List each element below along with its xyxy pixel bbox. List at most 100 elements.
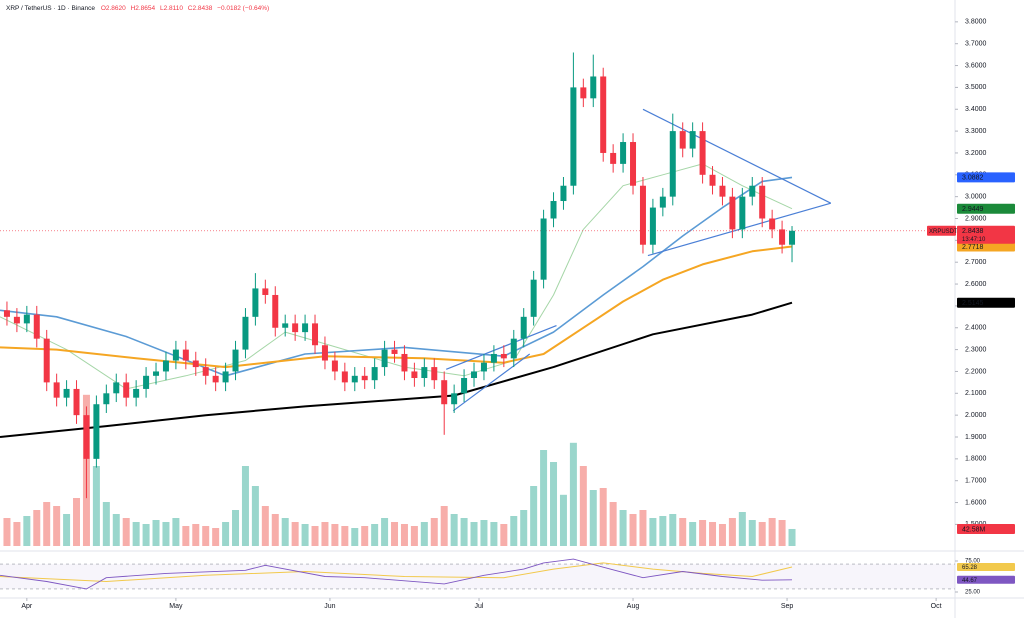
rsi-badge: 44.67 [962, 578, 978, 584]
volume-bar [460, 518, 468, 546]
y-tick-label: 2.6000 [965, 281, 987, 288]
candle-body [172, 349, 179, 361]
candle-body [93, 404, 100, 459]
rsi-badge-bg [957, 563, 1015, 572]
volume-bar [112, 514, 120, 546]
volume-bar [758, 522, 766, 546]
volume-bar [172, 518, 180, 546]
candle-body [242, 316, 249, 350]
candle-body [560, 185, 567, 202]
y-tick-label: 3.0000 [965, 193, 987, 200]
volume-bar [550, 462, 558, 546]
candle-body [739, 196, 746, 230]
volume-bar [579, 466, 587, 546]
volume-bar [92, 466, 100, 546]
x-tick-label: Apr [21, 603, 33, 610]
volume-bar [430, 518, 438, 546]
volume-bar [480, 520, 488, 546]
candle-body [23, 314, 30, 324]
volume-bar [152, 520, 160, 546]
volume-bar [251, 486, 259, 546]
candle-body [341, 371, 348, 383]
candle-body [679, 131, 686, 149]
candle-body [292, 323, 299, 333]
volume-bar [202, 526, 210, 546]
candle-body [222, 371, 229, 383]
candle-body [351, 375, 358, 383]
candle-body [153, 371, 160, 376]
y-tick-label: 2.3000 [965, 346, 987, 353]
candle-body [500, 353, 507, 359]
trend-line [452, 353, 531, 412]
y-tick-label: 1.6000 [965, 499, 987, 506]
volume-bar [609, 502, 617, 546]
rsi-tick-label: 75.00 [965, 559, 981, 565]
ma-value-badge-bg [957, 241, 1015, 252]
ma-value-badge: 2.7718 [962, 244, 984, 251]
price-badge-bg [957, 225, 1015, 244]
volume-bar [768, 518, 776, 546]
rsi-ma-line [0, 562, 793, 582]
candle-body [530, 279, 537, 317]
volume-bar [331, 524, 339, 546]
y-tick-label: 3.4000 [965, 106, 987, 113]
y-tick-label: 1.8000 [965, 456, 987, 463]
y-tick-label: 3.5000 [965, 84, 987, 91]
y-tick-label: 3.7000 [965, 41, 987, 48]
candle-body [669, 131, 676, 197]
candle-body [510, 338, 517, 359]
price-badge: 2.8438 [962, 228, 984, 235]
candle-body [610, 152, 617, 164]
volume-bar [23, 516, 31, 546]
volume-bar [500, 524, 508, 546]
candle-body [391, 349, 398, 354]
candle-body [630, 142, 637, 186]
volume-bar [53, 506, 61, 546]
volume-bar [530, 486, 538, 546]
header-change: −0.0182 (−0.64%) [217, 5, 269, 12]
volume-bar [63, 514, 71, 546]
volume-bar [241, 466, 249, 546]
candle-body [421, 367, 428, 379]
header: XRP / TetherUS · 1D · Binance O2.8620 H2… [6, 5, 269, 12]
candle-body [63, 388, 70, 398]
x-tick-label: Aug [627, 603, 640, 610]
ma-value-badge: 2.9449 [962, 206, 984, 213]
candle-body [779, 229, 786, 245]
volume-bar [788, 528, 796, 546]
candle-body [133, 388, 140, 398]
x-tick-label: Oct [931, 603, 942, 610]
candle-body [719, 185, 726, 197]
candle-body [83, 415, 90, 459]
volume-badge: 42.58M [962, 526, 986, 533]
ma-value-badge-bg [957, 203, 1015, 214]
volume-bar [699, 520, 707, 546]
rsi-badge-bg [957, 575, 1015, 584]
candle-body [749, 185, 756, 197]
volume-bar [470, 522, 478, 546]
volume-bar [728, 518, 736, 546]
candle-body [480, 362, 487, 372]
candle-body [769, 218, 776, 230]
candle-body [272, 294, 279, 328]
y-tick-label: 3.6000 [965, 62, 987, 69]
candle-body [639, 185, 646, 245]
candle-body [123, 382, 130, 398]
volume-bar [619, 510, 627, 546]
volume-bar [271, 514, 279, 546]
x-tick-label: Sep [781, 603, 794, 610]
candle-body [103, 393, 110, 405]
trend-line [445, 325, 557, 370]
rsi-tick-label: 25.00 [965, 590, 981, 596]
candle-body [570, 87, 577, 186]
volume-bar [351, 528, 359, 546]
x-tick-label: Jun [324, 603, 335, 610]
candle-body [649, 207, 656, 245]
candle-body [659, 196, 666, 208]
candle-body [43, 338, 50, 383]
y-tick-label: 2.7000 [965, 259, 987, 266]
candle-body [33, 314, 40, 339]
volume-bar [371, 524, 379, 546]
